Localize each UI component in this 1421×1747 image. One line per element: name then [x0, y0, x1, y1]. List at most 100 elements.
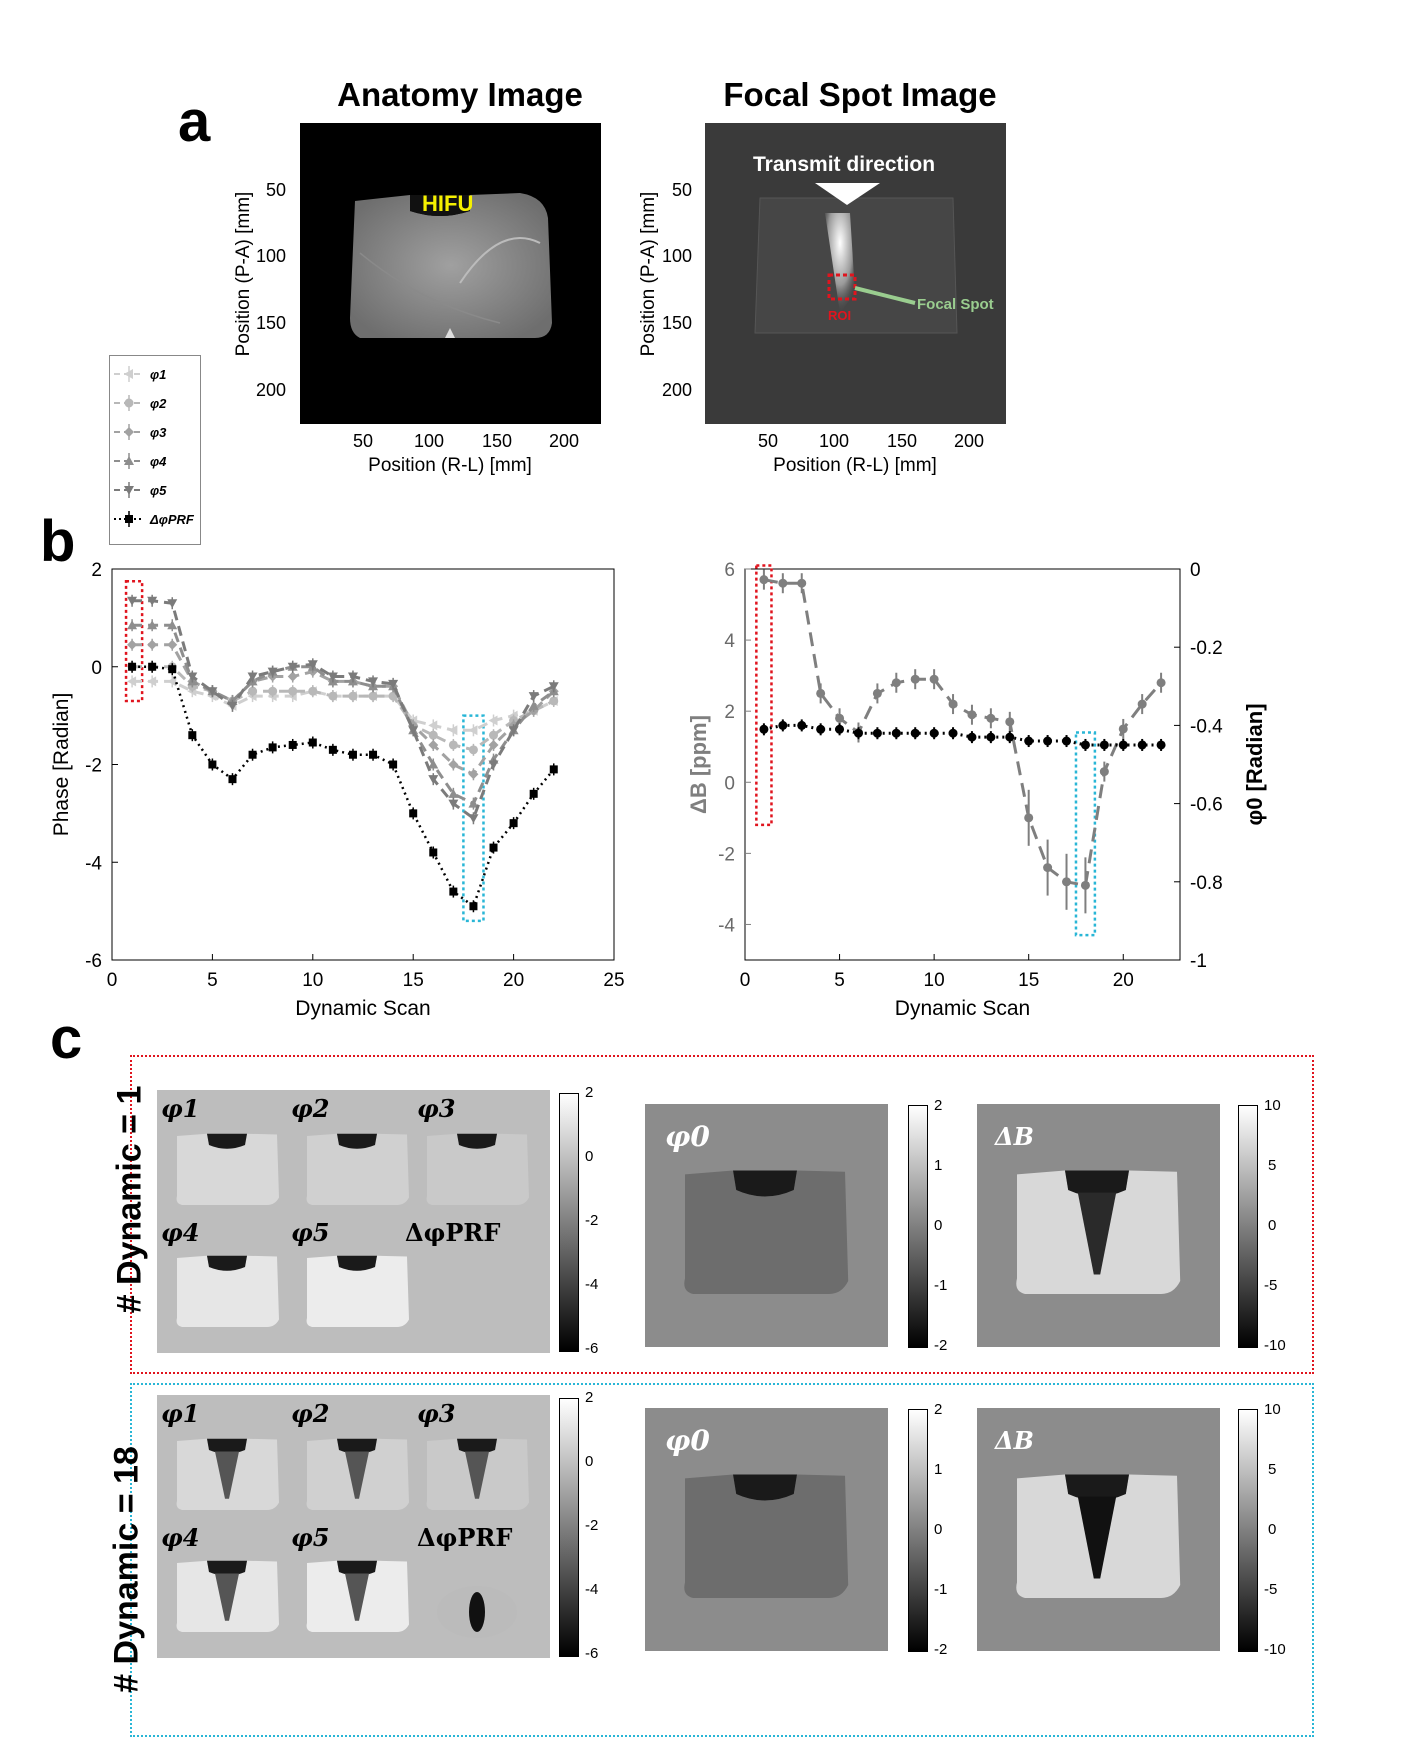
c-row0-phase-map-2-transducer-cutout — [457, 1133, 497, 1149]
chart1-s5-point-10 — [328, 745, 337, 754]
chart1-series-5 — [132, 665, 555, 909]
chart1-ytick-2: -2 — [85, 756, 102, 777]
c-row1-phase-map-2-focal-cone — [465, 1451, 489, 1499]
chart-field: 0 5 10 15 20 6 4 2 0 -2 -4 0 -0.2 -0.4 -0.6 -0.8 -1 Dynam… — [680, 550, 1340, 1030]
c-row0-db-map-focal-cone — [1077, 1192, 1117, 1275]
chart1-s1-point-18 — [489, 730, 499, 740]
dyn1-cbar3 — [1238, 1105, 1258, 1348]
focal-phantom — [754, 183, 958, 334]
chart1-xtick-2: 10 — [302, 970, 323, 991]
dyn18-phi0-label: φ0 — [665, 1424, 710, 1457]
dyn1-cbar2-t3: -1 — [934, 1277, 948, 1294]
chart1-s4-point-13 — [388, 679, 399, 689]
chart1-s3-point-1 — [147, 620, 158, 630]
chart1-s1-point-12 — [368, 691, 378, 701]
chart1-s1-point-9 — [308, 686, 318, 696]
chart2-s1-point-0 — [759, 724, 769, 734]
chart2-s1-point-1 — [778, 720, 788, 730]
dyn1-label-phi2: φ2 — [291, 1094, 330, 1123]
dynamic-1-frame — [130, 1055, 1314, 1374]
c-row1-phi0-map-body — [684, 1474, 849, 1598]
chart1-s4-point-7 — [267, 667, 278, 677]
dyn18-cbar2-t3: -1 — [934, 1581, 948, 1598]
chart2-xtick-1: 5 — [834, 970, 845, 991]
chart2-s1-point-4 — [835, 724, 845, 734]
chart1-s2-point-17 — [468, 769, 479, 780]
legend-label-2: φ3 — [150, 425, 167, 440]
chart1-s2-point-16 — [448, 759, 459, 770]
legend-marker-0 — [124, 369, 133, 379]
chart2-s0-point-19 — [1118, 724, 1128, 734]
legend-label-4: φ5 — [150, 483, 167, 498]
dyn18-db-map: ΔB — [977, 1408, 1220, 1651]
focal-xtick-200: 200 — [954, 431, 985, 451]
legend-label-5: ΔφPRF — [149, 512, 195, 527]
chart1-s4-point-6 — [247, 672, 258, 682]
chart1-s5-point-11 — [348, 750, 357, 759]
c-row0-phi0-map-transducer-cutout — [733, 1170, 797, 1197]
chart1-ylabel: Phase [Radian] — [50, 693, 73, 837]
chart2-s0-point-17 — [1080, 880, 1090, 890]
chart1-xlabel: Dynamic Scan — [295, 997, 430, 1020]
dyn1-db-map: ΔB — [977, 1104, 1220, 1347]
dynamic-1-phase-maps — [176, 1133, 529, 1327]
dyn18-cbar3-t3: -5 — [1264, 1581, 1278, 1598]
chart1-s3-point-17 — [468, 798, 479, 808]
chart1-s0-point-2 — [167, 676, 177, 687]
c-row1-phase-map-4-transducer-cutout — [337, 1560, 377, 1576]
chart1-s1-point-7 — [268, 686, 278, 696]
c-row1-phase-map-2-transducer-cutout — [457, 1438, 497, 1454]
chart1-s2-point-1 — [147, 639, 158, 650]
chart2-xtick-4: 20 — [1113, 970, 1134, 991]
dyn18-cbar1-t0: 2 — [585, 1389, 594, 1406]
dyn1-cbar2-t2: 0 — [934, 1217, 943, 1234]
dynamic-18-label: # Dynamic = 18 — [107, 1446, 146, 1693]
chart2-s1-point-7 — [891, 728, 901, 738]
c-row0-phase-map-4-body — [306, 1255, 409, 1327]
dyn1-phi0-map: φ0 — [645, 1104, 888, 1347]
c-row0-phase-map-1-transducer-cutout — [337, 1133, 377, 1149]
legend-graphics: φ1 φ2 φ3 φ4 φ5 ΔφPRF — [114, 366, 195, 527]
chart1-s4-point-2 — [167, 599, 178, 609]
chart2-s1-point-13 — [1005, 732, 1015, 742]
chart2-s1-point-17 — [1080, 740, 1090, 750]
chart2-s1-point-14 — [1024, 736, 1034, 746]
chart1-s5-point-13 — [389, 760, 398, 769]
chart1-series-1 — [132, 665, 555, 752]
c-row1-phase-map-0-focal-cone — [215, 1451, 239, 1499]
dyn1-cbar2-t1: 1 — [934, 1157, 943, 1174]
anatomy-xtick-100: 100 — [414, 431, 445, 451]
dyn18-cbar2-t4: -2 — [934, 1641, 948, 1658]
chart2-s1-point-6 — [872, 728, 882, 738]
dynamic-18-phase-maps — [176, 1438, 529, 1638]
anatomy-ytick-100: 100 — [256, 246, 287, 266]
chart1-s2-point-15 — [428, 739, 439, 750]
anatomy-image: HIFU — [300, 123, 601, 424]
anatomy-phantom — [350, 193, 552, 338]
c-row1-db-map-transducer-cutout — [1065, 1474, 1129, 1501]
dyn18-cbar3-t1: 5 — [1268, 1461, 1277, 1478]
chart1-xtick-0: 0 — [107, 970, 118, 991]
chart2-s0-point-20 — [1137, 699, 1147, 709]
dyn18-phi0-image — [684, 1474, 849, 1598]
c-row1-db-map-focal-cone — [1077, 1496, 1117, 1579]
chart1-s1-point-21 — [549, 696, 559, 706]
c-row1-phase-map-1-transducer-cutout — [337, 1438, 377, 1454]
chart2-s1-point-2 — [797, 720, 807, 730]
chart2-s0-point-16 — [1062, 877, 1072, 887]
chart1-s5-point-15 — [429, 848, 438, 857]
chart1-s4-point-11 — [347, 672, 358, 682]
chart2-s0-point-15 — [1043, 863, 1053, 873]
chart1-s4-point-21 — [548, 682, 559, 692]
chart1-s5-point-19 — [509, 819, 518, 828]
legend-label-0: φ1 — [150, 367, 166, 382]
panel-letter-c: c — [50, 1006, 83, 1071]
chart1-s5-point-20 — [529, 789, 538, 798]
c-row1-phase-map-3-transducer-cutout — [207, 1560, 247, 1576]
dyn1-cbar2-t4: -2 — [934, 1337, 948, 1354]
chart1-s1-point-16 — [448, 740, 458, 750]
chart1-s5-point-18 — [489, 843, 498, 852]
chart1-s4-point-5 — [227, 701, 238, 711]
c-row0-phase-map-0-body — [176, 1133, 279, 1205]
